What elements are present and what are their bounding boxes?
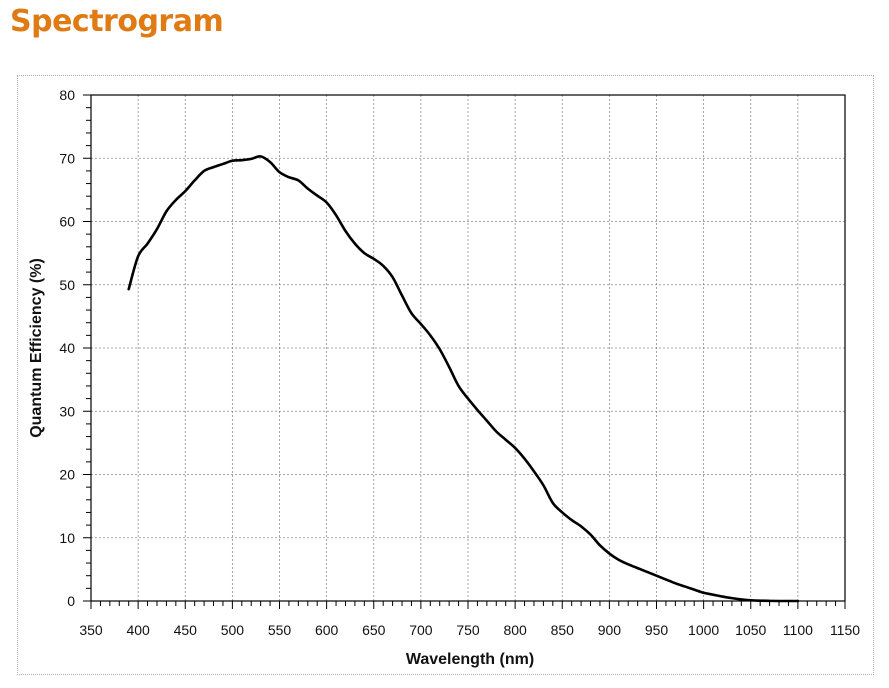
x-tick-label: 950 — [645, 622, 669, 638]
x-tick-label: 900 — [598, 622, 622, 638]
x-tick-label: 500 — [221, 622, 245, 638]
y-tick-label: 80 — [59, 87, 75, 103]
y-tick-label: 70 — [59, 150, 75, 166]
tick-labels: 350 400 450 500 550 600 650 700 750 800 850 900 950 1… — [59, 87, 860, 638]
x-tick-label: 800 — [503, 622, 527, 638]
y-tick-label: 60 — [59, 214, 75, 230]
y-tick-label: 40 — [59, 340, 75, 356]
page-title: Spectrogram — [10, 4, 224, 39]
x-tick-label: 650 — [362, 622, 386, 638]
x-tick-label: 600 — [315, 622, 339, 638]
grid-lines — [91, 95, 845, 601]
y-tick-label: 50 — [59, 277, 75, 293]
x-tick-label: 1100 — [783, 622, 813, 638]
x-tick-label: 1050 — [735, 622, 766, 638]
y-tick-label: 30 — [59, 403, 75, 419]
axis-ticks — [83, 94, 846, 609]
y-tick-label: 0 — [67, 593, 75, 609]
y-tick-label: 20 — [59, 467, 75, 483]
plot-area-border — [90, 94, 846, 602]
y-tick-label: 10 — [59, 530, 75, 546]
x-tick-label: 850 — [551, 622, 575, 638]
x-axis-label: Wavelength (nm) — [406, 651, 534, 668]
chart-container: 350 400 450 500 550 600 650 700 750 800 850 900 950 1… — [17, 75, 874, 675]
qe-curve-line — [127, 154, 800, 603]
x-tick-label: 450 — [174, 622, 198, 638]
x-tick-label: 1000 — [688, 622, 719, 638]
x-tick-label: 750 — [456, 622, 480, 638]
x-tick-label: 1150 — [830, 622, 860, 638]
y-axis-label: Quantum Efficiency (%) — [28, 258, 45, 438]
x-tick-label: 350 — [79, 622, 103, 638]
x-tick-label: 400 — [126, 622, 150, 638]
x-tick-label: 700 — [409, 622, 433, 638]
quantum-efficiency-chart: 350 400 450 500 550 600 650 700 750 800 850 900 950 1… — [28, 87, 860, 668]
x-tick-label: 550 — [268, 622, 292, 638]
